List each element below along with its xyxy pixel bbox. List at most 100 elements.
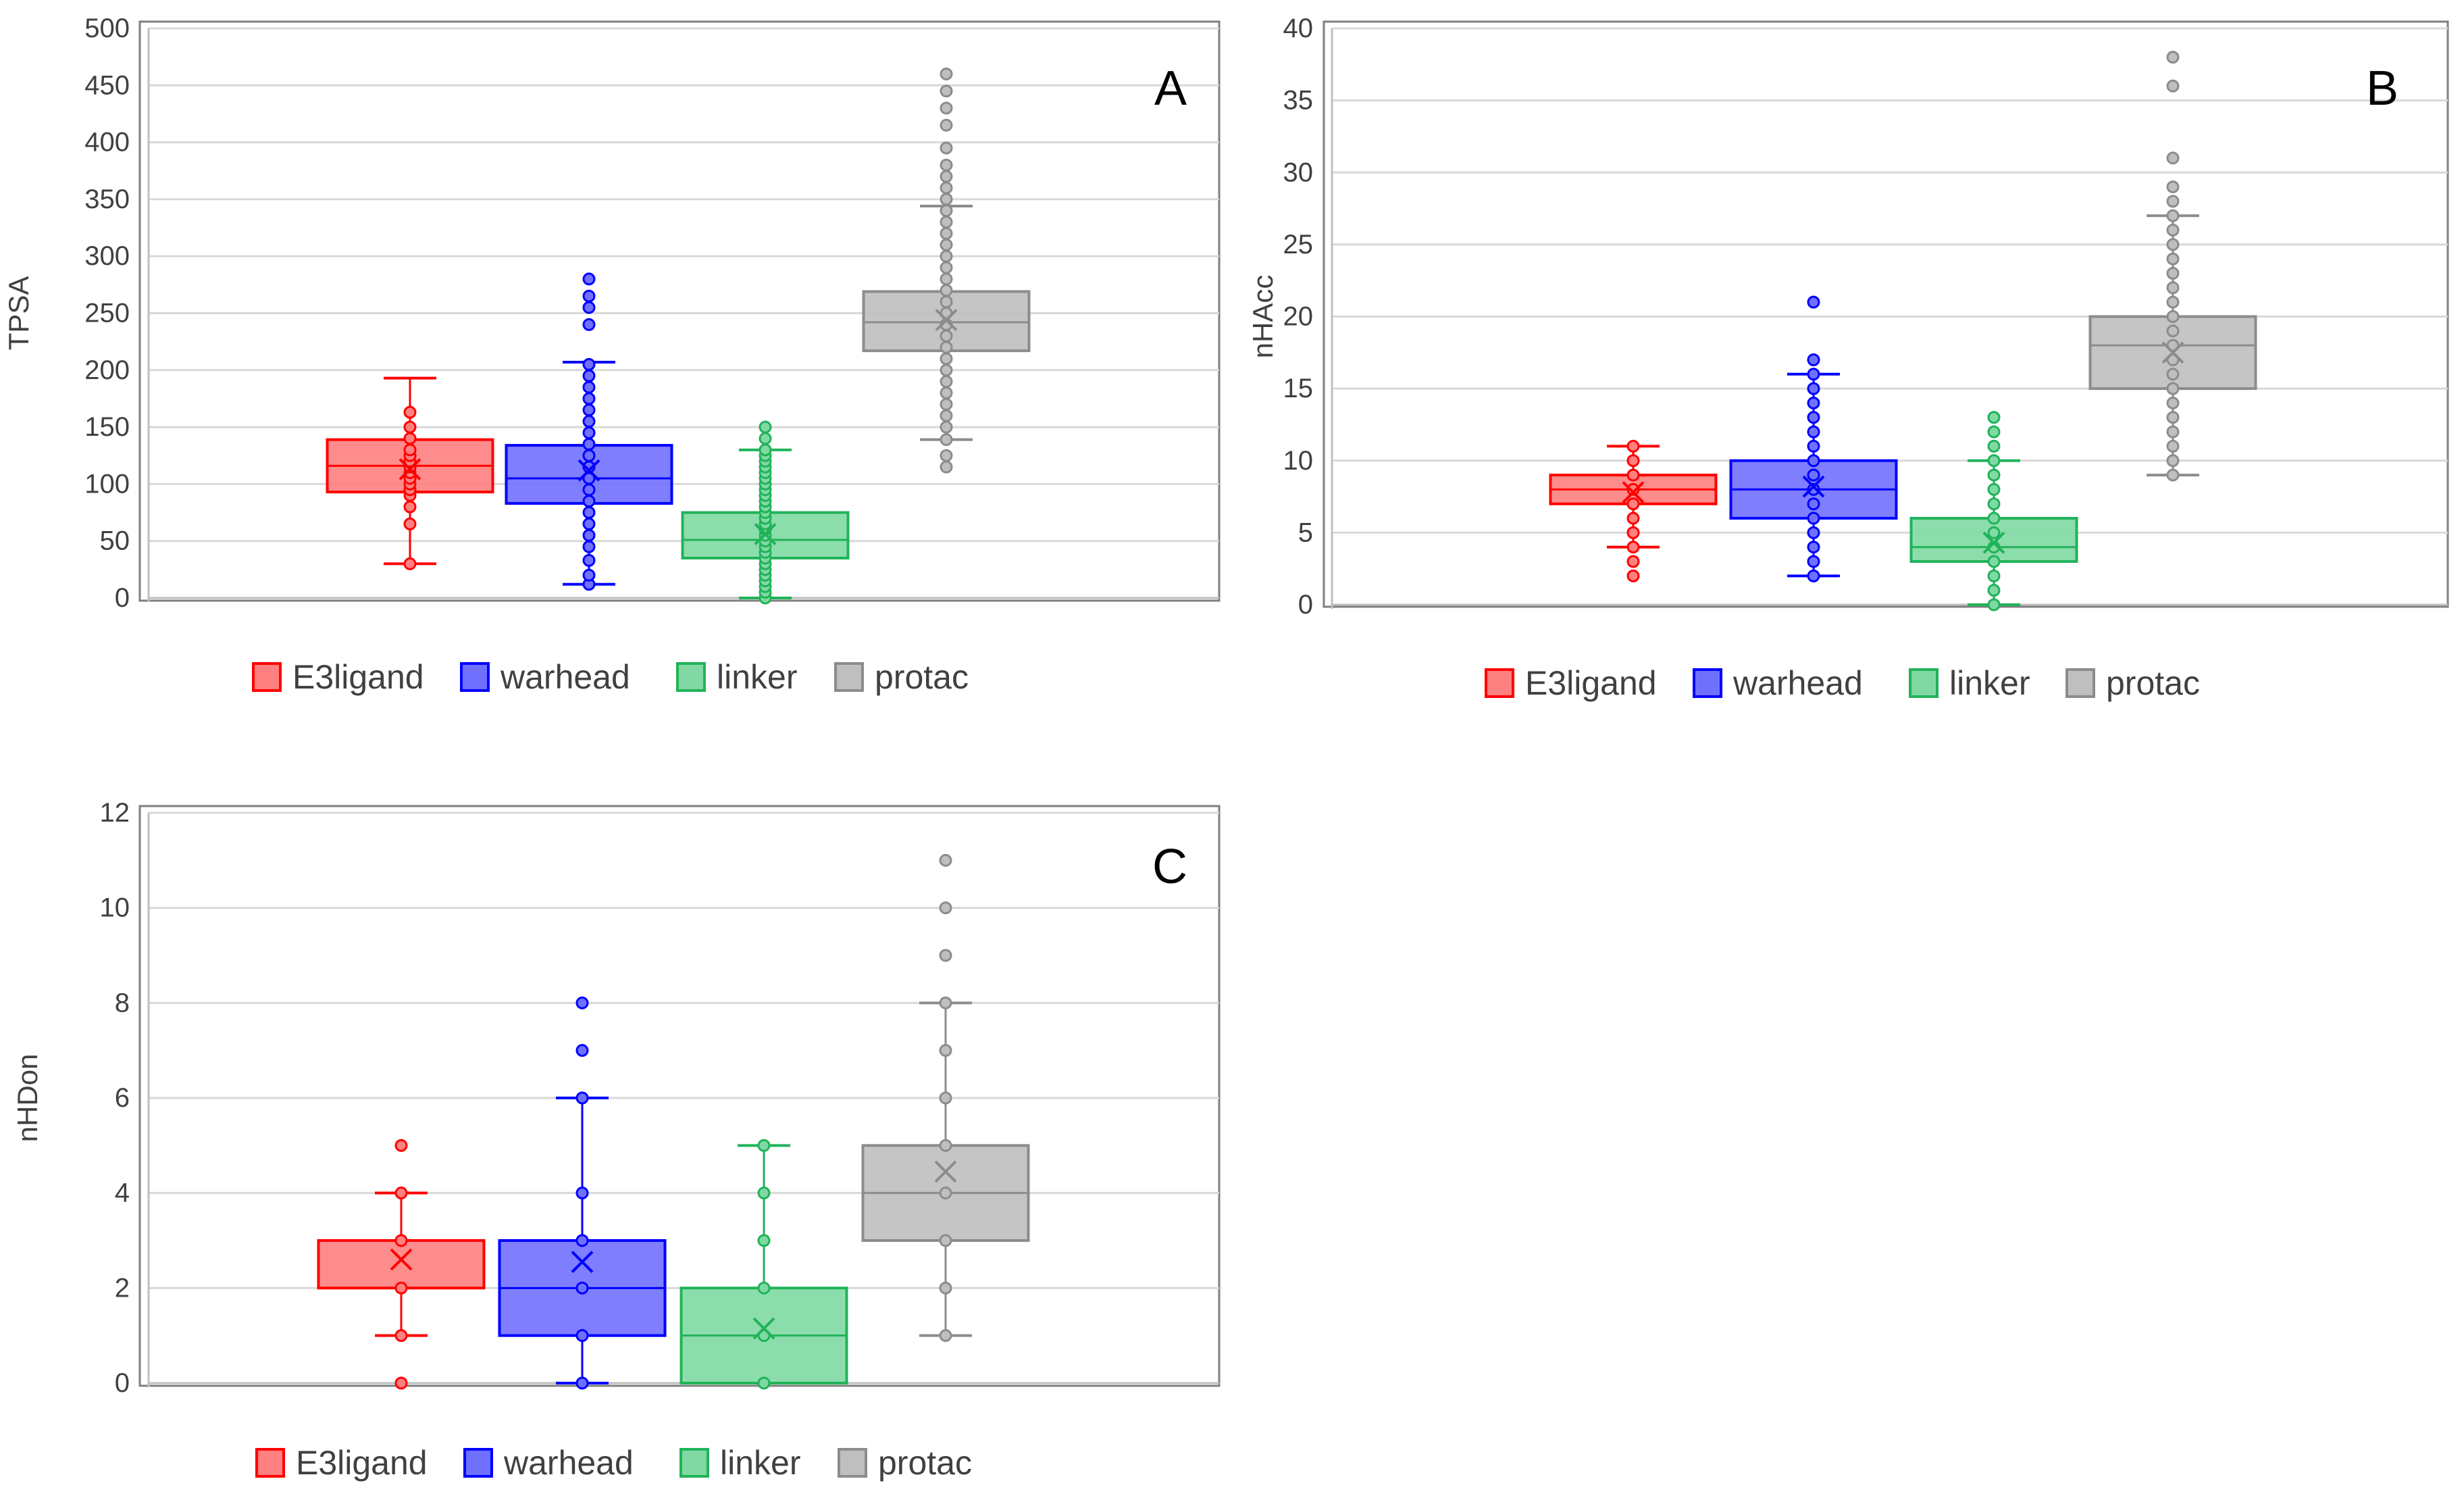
data-point xyxy=(2166,295,2180,309)
data-point xyxy=(582,403,596,417)
data-point xyxy=(1987,497,2001,511)
legend-item-e3ligand: E3ligand xyxy=(1485,664,1657,702)
y-tick-label: 25 xyxy=(1283,230,1314,259)
data-point xyxy=(939,1044,952,1057)
data-point xyxy=(940,329,953,343)
legend-item-warhead: warhead xyxy=(1693,664,1863,702)
data-point xyxy=(575,1376,589,1390)
y-axis-title: nHAcc xyxy=(1247,275,1279,359)
data-point xyxy=(939,996,952,1009)
mean-marker-stroke xyxy=(390,1248,413,1271)
data-point xyxy=(2166,396,2180,409)
y-tick-labels: 0 2 4 6 8 10 12 xyxy=(100,798,130,1398)
data-point xyxy=(582,568,596,582)
data-point xyxy=(582,369,596,382)
legend-label: protac xyxy=(878,1444,972,1482)
y-tick-label: 5 xyxy=(1298,518,1313,547)
data-point xyxy=(1626,497,1640,511)
box-series-e3ligand xyxy=(326,376,494,570)
data-point xyxy=(940,84,953,98)
data-point xyxy=(940,386,953,400)
data-point xyxy=(575,1329,589,1343)
data-point xyxy=(575,1044,589,1057)
data-point xyxy=(939,949,952,962)
data-point xyxy=(582,540,596,553)
y-tick-label: 350 xyxy=(84,184,130,214)
legend-item-e3ligand: E3ligand xyxy=(255,1444,428,1482)
y-tick-label: 12 xyxy=(100,798,130,828)
data-point xyxy=(2166,224,2180,237)
mean-marker xyxy=(754,523,777,545)
data-point xyxy=(940,216,953,229)
legend-label: protac xyxy=(2106,664,2200,702)
box-series-warhead xyxy=(505,272,673,591)
mean-marker-stroke xyxy=(578,459,600,482)
data-point xyxy=(2166,324,2180,338)
data-point xyxy=(1626,454,1640,468)
mean-marker-stroke xyxy=(752,1317,775,1340)
data-point xyxy=(1987,569,2001,582)
iqr-box xyxy=(1909,517,2078,564)
legend-item-protac: protac xyxy=(834,658,969,696)
mean-marker xyxy=(390,1248,413,1271)
data-point xyxy=(2166,310,2180,323)
mean-marker xyxy=(578,459,600,482)
data-point xyxy=(1807,468,1820,482)
legend-label: E3ligand xyxy=(1525,664,1657,702)
panel-label: B xyxy=(2366,61,2398,116)
data-point xyxy=(1807,411,1820,424)
data-point xyxy=(1626,439,1640,453)
data-point xyxy=(939,1138,952,1152)
data-point xyxy=(575,1281,589,1295)
data-point xyxy=(940,284,953,297)
data-point xyxy=(757,1186,771,1200)
legend-swatch xyxy=(838,1448,867,1478)
data-point xyxy=(939,853,952,867)
data-point xyxy=(403,432,417,445)
legend-item-linker: linker xyxy=(1909,664,2030,702)
data-point xyxy=(394,1281,408,1295)
mean-marker-stroke xyxy=(754,523,777,545)
plot-frame xyxy=(138,805,1221,1387)
y-tick-labels: 0 5 10 15 20 25 30 35 40 xyxy=(1283,14,1314,620)
data-point xyxy=(1987,511,2001,525)
chart-panel-c: 0 2 4 6 8 10 12 nHDon C E3ligand warhead linker prot… xyxy=(11,798,1221,1482)
mean-marker-stroke xyxy=(399,458,421,480)
y-tick-label: 400 xyxy=(84,128,130,157)
mean-marker xyxy=(571,1251,594,1274)
data-point xyxy=(940,118,953,132)
data-point xyxy=(1807,511,1820,525)
data-point xyxy=(1987,526,2001,539)
legend: E3ligand warhead linker protac xyxy=(1485,664,2200,702)
data-point xyxy=(582,289,596,303)
data-point xyxy=(939,1281,952,1295)
y-tick-label: 4 xyxy=(115,1178,130,1208)
data-point xyxy=(1987,439,2001,453)
mean-marker xyxy=(752,1317,775,1340)
legend-swatch xyxy=(1485,668,1514,698)
data-point xyxy=(582,415,596,428)
panel-label: A xyxy=(1154,61,1187,116)
data-point xyxy=(394,1234,408,1247)
data-point xyxy=(2166,151,2180,165)
chart-panel-b: 0 5 10 15 20 25 30 35 40 nHAcc B E3ligand warhead lin… xyxy=(1247,14,2449,702)
mean-marker xyxy=(934,1160,957,1183)
data-point xyxy=(1626,511,1640,525)
mean-marker-stroke xyxy=(1982,531,2005,554)
legend-item-linker: linker xyxy=(679,1444,800,1482)
data-point xyxy=(940,67,953,80)
data-point xyxy=(1807,353,1820,366)
box-series-warhead xyxy=(498,996,667,1390)
y-tick-label: 40 xyxy=(1283,14,1314,43)
data-point xyxy=(940,409,953,422)
y-tick-label: 30 xyxy=(1283,157,1314,187)
data-point xyxy=(582,318,596,331)
y-tick-labels: 0 50 100 150 200 250 300 350 400 450 500 xyxy=(84,14,130,613)
data-point xyxy=(582,392,596,405)
mean-marker-stroke xyxy=(1622,481,1645,504)
data-point xyxy=(582,437,596,451)
data-point xyxy=(582,357,596,371)
box-series-warhead xyxy=(1729,295,1898,582)
data-point xyxy=(940,238,953,251)
